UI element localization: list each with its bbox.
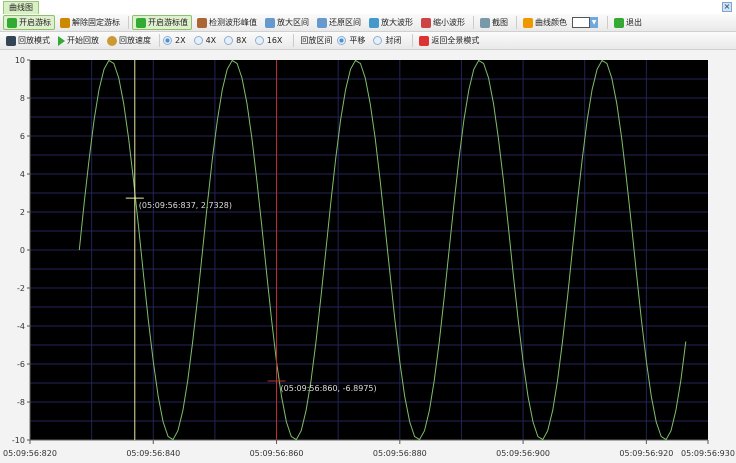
overview-icon [419,35,430,46]
separator [607,16,608,29]
toolbar-button-screenshot[interactable]: 截图 [477,15,511,30]
curve-color-picker[interactable] [572,17,590,28]
speed-radio-2x[interactable]: 2X [163,36,186,45]
playback-range-label: 回放区间 [300,36,333,45]
x-tick-label: 05:09:56:860 [250,449,304,458]
y-tick-label: 8 [20,94,25,103]
toolbar-button-label: 开启游标值 [148,18,188,27]
toolbar-button-label: 放大区间 [277,18,309,27]
toolbar-main: 开启游标 解除固定游标 开启游标值 检测波形峰值 放大区间 还原区间 放大波形 缩小波形 截图 曲… [0,14,736,32]
cursor-value-label: (05:09:56:837, 2.7328) [139,201,232,210]
separator [293,34,295,47]
y-tick-label: 4 [20,170,25,179]
toolbar-button-label: 解除固定游标 [72,18,120,27]
zoom-out-icon [421,17,431,28]
chevron-down-icon[interactable]: ▼ [590,17,598,28]
start-playback-label: 开始回放 [67,36,99,45]
start-playback-button[interactable]: 开始回放 [55,33,102,48]
playback-speed-label: 回放速度 [119,36,151,45]
waveform-chart[interactable]: 10 8 6 4 2 0 -2 -4 -6 -8 -10 05:09:56:820 05:09:56:8… [0,50,736,463]
separator [412,34,414,47]
toolbar-button-label: 缩小波形 [433,18,465,27]
toolbar-button-cursor-value[interactable]: 开启游标值 [132,15,192,30]
toolbar-button-label: 开启游标 [19,18,51,27]
range-radio-closed[interactable]: 封闭 [373,35,401,46]
toolbar-button-zoom-range[interactable]: 放大区间 [262,15,312,30]
y-tick-label: 6 [20,132,25,141]
y-tick-label: 2 [20,208,25,217]
toolbar-button-restore-range[interactable]: 还原区间 [314,15,364,30]
separator [516,16,517,29]
toolbar-button-palette[interactable]: 曲线颜色 [520,15,570,30]
peak-detect-icon [197,17,207,28]
range-radio-pan[interactable]: 平移 [337,35,365,46]
play-icon [58,35,65,46]
cursor-value-icon [136,17,146,28]
x-tick-label: 05:09:56:930 [681,449,735,458]
x-tick-label: 05:09:56:880 [373,449,427,458]
playback-mode-label: 回放模式 [18,36,50,45]
toolbar-button-exit[interactable]: 退出 [611,15,645,30]
exit-icon [614,17,624,28]
toolbar-button-label: 放大波形 [381,18,413,27]
back-to-overview-label: 返回全景模式 [431,36,480,45]
tab-curve-chart[interactable]: 曲线图 [3,1,39,14]
speed-radio-4x[interactable]: 4X [193,36,216,45]
y-tick-label: -6 [17,360,25,369]
x-tick-label: 05:09:56:900 [496,449,550,458]
restore-range-icon [317,17,327,28]
y-tick-label: -2 [17,284,25,293]
playback-mode-button[interactable]: 回放模式 [3,33,53,48]
toolbar-button-zoom-in[interactable]: 放大波形 [366,15,416,30]
palette-icon [523,17,533,28]
zoom-range-icon [265,17,275,28]
toolbar-button-zoom-out[interactable]: 缩小波形 [418,15,468,30]
screenshot-icon [480,17,490,28]
toolbar-button-label: 还原区间 [329,18,361,27]
x-tick-label: 05:09:56:820 [3,449,57,458]
cursor-icon [7,17,17,28]
separator [128,16,129,29]
toolbar-button-label: 退出 [626,18,642,27]
toolbar-button-cursor[interactable]: 开启游标 [3,15,55,30]
separator [473,16,474,29]
toolbar-button-label: 曲线颜色 [535,18,567,27]
y-tick-label: 0 [20,246,25,255]
speed-radio-16x[interactable]: 16X [254,36,282,45]
y-tick-label: -10 [12,436,25,445]
unpin-icon [60,17,70,28]
speed-radio-8x[interactable]: 8X [224,36,247,45]
playback-speed-button[interactable]: 回放速度 [104,33,154,48]
y-tick-label: -4 [17,322,25,331]
toolbar-button-label: 检测波形峰值 [209,18,257,27]
zoom-in-icon [369,17,379,28]
separator [159,34,160,47]
x-tick-label: 05:09:56:920 [619,449,673,458]
close-icon[interactable]: × [722,2,732,12]
cursor-value-label: (05:09:56:860, -6.8975) [281,384,377,393]
y-tick-label: 10 [15,56,25,65]
waveform-line [78,59,687,441]
back-to-overview-button[interactable]: 返回全景模式 [416,33,482,48]
toolbar-button-peak-detect[interactable]: 检测波形峰值 [194,15,260,30]
y-tick-label: -8 [17,398,25,407]
tab-bar: 曲线图 × [0,0,736,14]
toolbar-button-unpin[interactable]: 解除固定游标 [57,15,123,30]
toolbar-button-label: 截图 [492,18,508,27]
speed-icon [107,35,117,46]
x-tick-label: 05:09:56:840 [126,449,180,458]
toolbar-playback: 回放模式 开始回放 回放速度 2X 4X 8X 16X 回放区间 平移 封闭 返… [0,32,736,50]
playback-mode-icon [6,35,16,46]
